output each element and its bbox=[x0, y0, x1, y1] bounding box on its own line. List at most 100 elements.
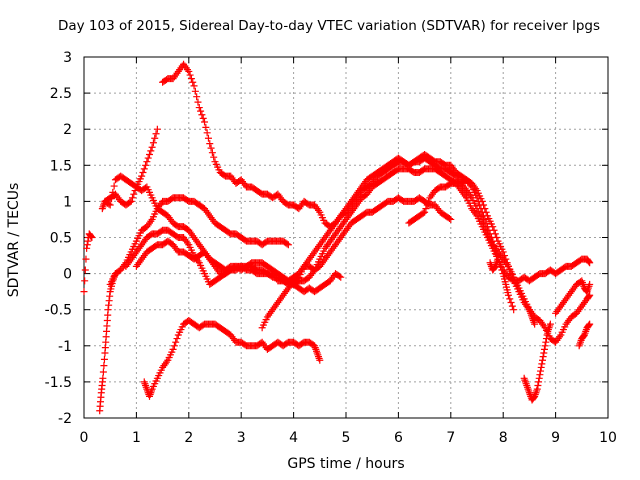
data-point bbox=[88, 234, 96, 241]
data-point bbox=[493, 251, 501, 259]
series-track-10 bbox=[258, 154, 594, 346]
y-tick-label: 2 bbox=[63, 122, 72, 138]
data-point bbox=[506, 295, 514, 303]
data-point bbox=[199, 114, 207, 122]
data-point bbox=[485, 226, 493, 234]
series-track-9 bbox=[140, 317, 324, 400]
data-point bbox=[283, 240, 291, 248]
y-tick-label: -1.5 bbox=[45, 375, 72, 391]
x-tick-label: 9 bbox=[551, 430, 560, 446]
data-points bbox=[80, 60, 594, 415]
data-point bbox=[172, 338, 180, 346]
data-point bbox=[100, 355, 108, 363]
data-point bbox=[482, 219, 490, 227]
data-point bbox=[106, 201, 114, 209]
data-point bbox=[494, 255, 502, 263]
data-point bbox=[537, 367, 545, 375]
series-track-7 bbox=[122, 194, 455, 288]
y-tick-label: 2.5 bbox=[50, 86, 72, 102]
data-point bbox=[585, 321, 593, 329]
data-point bbox=[128, 194, 136, 202]
data-point bbox=[190, 82, 198, 90]
data-point bbox=[193, 93, 201, 101]
data-point bbox=[99, 368, 107, 376]
data-point bbox=[83, 241, 91, 249]
x-axis-label: GPS time / hours bbox=[287, 456, 405, 472]
data-point bbox=[483, 223, 491, 231]
data-point bbox=[510, 306, 518, 314]
data-point bbox=[153, 125, 161, 133]
data-point bbox=[84, 237, 92, 245]
data-point bbox=[534, 382, 542, 390]
data-point bbox=[130, 190, 138, 198]
data-point bbox=[423, 201, 431, 209]
x-tick-label: 0 bbox=[80, 430, 89, 446]
data-point bbox=[127, 197, 135, 205]
data-point bbox=[537, 363, 545, 371]
data-point bbox=[139, 169, 147, 177]
data-point bbox=[201, 118, 209, 126]
x-tick-label: 6 bbox=[394, 430, 403, 446]
data-point bbox=[337, 273, 345, 281]
data-point bbox=[490, 242, 498, 250]
x-tick-label: 5 bbox=[342, 430, 351, 446]
data-point bbox=[202, 123, 210, 131]
x-tick-label: 1 bbox=[132, 430, 141, 446]
data-point bbox=[586, 291, 594, 299]
data-point bbox=[546, 320, 554, 328]
data-point bbox=[81, 277, 89, 285]
data-point bbox=[198, 111, 206, 119]
data-point bbox=[474, 197, 482, 205]
data-point bbox=[476, 201, 484, 209]
data-point bbox=[535, 378, 543, 386]
data-point bbox=[447, 215, 455, 223]
y-tick-label: -1 bbox=[58, 339, 72, 355]
series-track-1 bbox=[80, 230, 96, 296]
data-point bbox=[478, 208, 486, 216]
data-point bbox=[197, 107, 205, 115]
data-point bbox=[533, 385, 541, 393]
data-point bbox=[542, 338, 550, 346]
data-point bbox=[481, 215, 489, 223]
data-point bbox=[140, 165, 148, 173]
data-point bbox=[486, 230, 494, 238]
series-track-12 bbox=[486, 255, 502, 274]
data-point bbox=[138, 172, 146, 180]
data-point bbox=[99, 374, 107, 382]
series-track-14 bbox=[552, 277, 594, 317]
y-tick-label: -2 bbox=[58, 411, 72, 427]
data-point bbox=[186, 71, 194, 79]
data-point bbox=[173, 335, 181, 343]
data-point bbox=[540, 349, 548, 357]
data-point bbox=[194, 98, 202, 106]
data-point bbox=[543, 331, 551, 339]
data-point bbox=[491, 246, 499, 254]
series-track-8 bbox=[132, 165, 594, 288]
data-point bbox=[148, 143, 156, 151]
data-point bbox=[100, 362, 108, 370]
data-point bbox=[422, 205, 430, 213]
series-track-2 bbox=[96, 270, 119, 415]
data-point bbox=[425, 197, 433, 205]
y-tick-label: 3 bbox=[63, 50, 72, 66]
data-point bbox=[149, 139, 157, 147]
data-point bbox=[207, 144, 215, 152]
data-point bbox=[105, 200, 113, 208]
data-point bbox=[284, 241, 292, 249]
series-track-4 bbox=[159, 60, 539, 328]
x-tick-label: 2 bbox=[184, 430, 193, 446]
data-point bbox=[586, 259, 594, 267]
series-track-6 bbox=[106, 194, 292, 288]
series-track-15 bbox=[575, 320, 594, 350]
series-track-13 bbox=[520, 320, 554, 404]
data-point bbox=[504, 291, 512, 299]
x-tick-label: 7 bbox=[446, 430, 455, 446]
data-point bbox=[489, 237, 497, 245]
data-point bbox=[146, 150, 153, 158]
data-point bbox=[203, 129, 211, 137]
data-point bbox=[147, 147, 155, 155]
data-point bbox=[294, 274, 302, 282]
data-point bbox=[110, 182, 118, 190]
data-point bbox=[80, 288, 88, 296]
data-point bbox=[507, 298, 515, 306]
